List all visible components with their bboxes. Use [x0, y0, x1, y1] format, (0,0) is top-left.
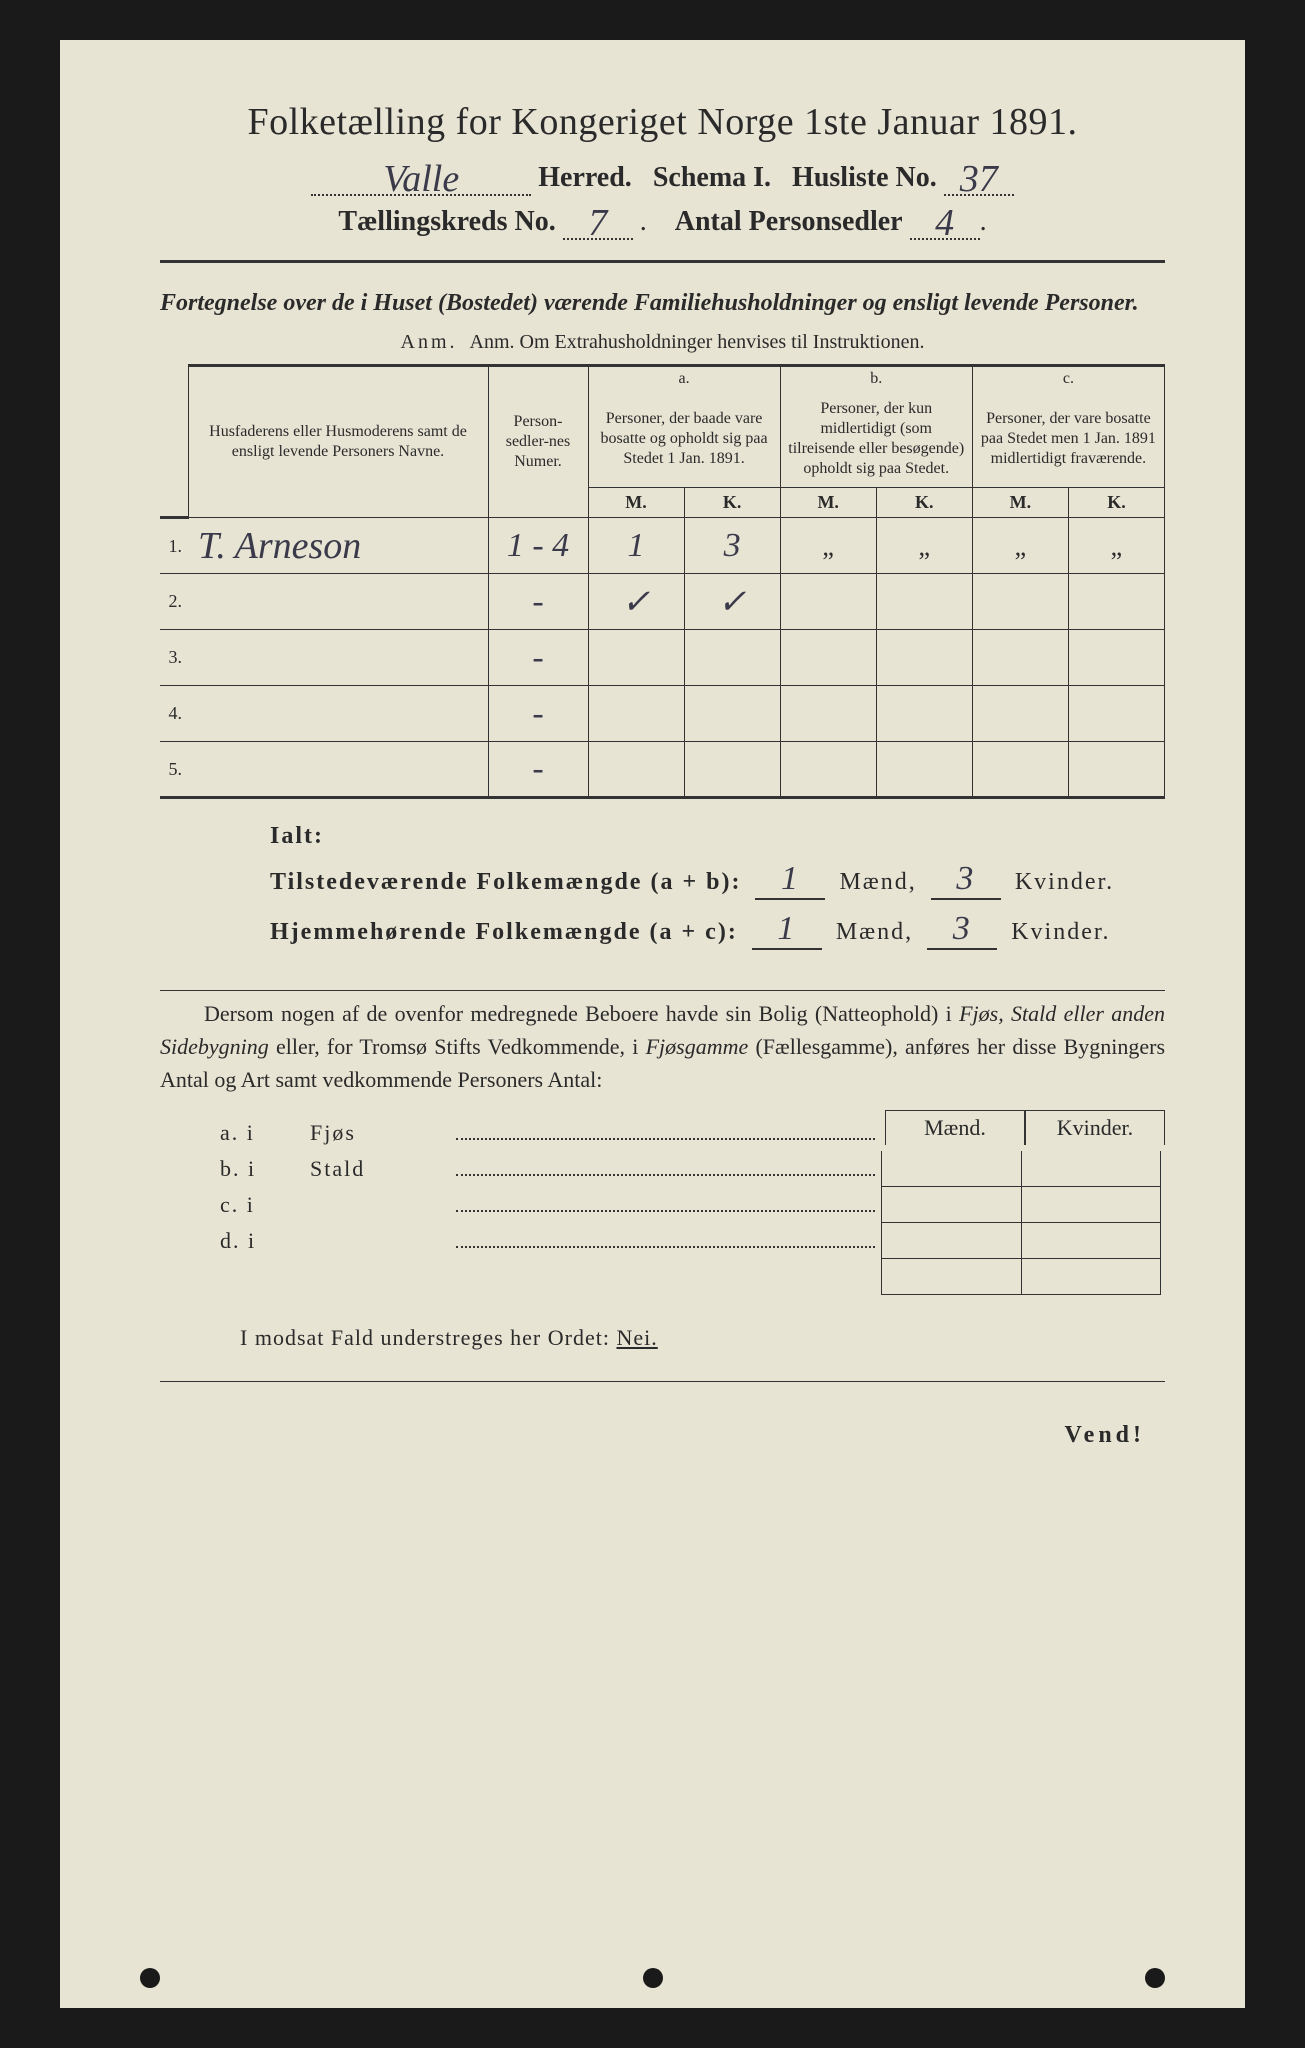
antal-label: Antal Personsedler — [675, 206, 903, 237]
building-row: d. i — [220, 1226, 881, 1254]
table-row: 3.- — [160, 630, 1165, 686]
building-section: a. iFjøs b. iStald c. i d. i Mænd. Kvinder. — [160, 1110, 1165, 1295]
divider — [160, 260, 1165, 263]
building-row: b. iStald — [220, 1154, 881, 1182]
schema-label: Schema I. — [653, 162, 771, 193]
husliste-value: 37 — [960, 164, 998, 194]
herred-label: Herred. — [538, 162, 632, 193]
col-b-label: b. — [780, 366, 972, 392]
header-line-3: Tællingskreds No. 7 . Antal Personsedler… — [160, 206, 1165, 240]
col-c-label: c. — [972, 366, 1164, 392]
divider-thin — [160, 990, 1165, 991]
husliste-label: Husliste No. — [792, 162, 937, 193]
census-table: Husfaderens eller Husmoderens samt de en… — [160, 364, 1165, 799]
anm-note: Anm. Anm. Om Extrahusholdninger henvises… — [160, 331, 1165, 354]
col-numer: Person-sedler-nes Numer. — [488, 366, 588, 518]
mk-header: Mænd. Kvinder. — [881, 1110, 1165, 1145]
subtitle: Fortegnelse over de i Huset (Bostedet) v… — [160, 287, 1165, 319]
ialt-label: Ialt: — [270, 823, 1165, 850]
vend-label: Vend! — [160, 1422, 1165, 1449]
punch-hole — [140, 1968, 160, 1988]
modsat-line: I modsat Fald understreges her Ordet: Ne… — [240, 1325, 1165, 1351]
header-line-2: Valle Herred. Schema I. Husliste No. 37 — [160, 162, 1165, 196]
mk-k: K. — [684, 488, 780, 518]
totals-row-1: Tilstedeværende Folkemængde (a + b): 1 M… — [270, 860, 1165, 900]
col-a: Personer, der baade vare bosatte og opho… — [588, 391, 780, 488]
totals-block: Ialt: Tilstedeværende Folkemængde (a + b… — [270, 823, 1165, 950]
punch-hole — [1145, 1968, 1165, 1988]
census-form-page: Folketælling for Kongeriget Norge 1ste J… — [60, 40, 1245, 2008]
page-title: Folketælling for Kongeriget Norge 1ste J… — [160, 100, 1165, 144]
punch-hole — [643, 1968, 663, 1988]
divider-bottom — [160, 1381, 1165, 1382]
col-a-label: a. — [588, 366, 780, 392]
table-row: 1.T. Arneson1 - 413„„„„ — [160, 518, 1165, 574]
table-row: 4.- — [160, 686, 1165, 742]
table-row: 2.-✓✓ — [160, 574, 1165, 630]
building-row: c. i — [220, 1190, 881, 1218]
col-b: Personer, der kun midlertidigt (som tilr… — [780, 391, 972, 488]
kreds-label: Tællingskreds No. — [338, 206, 555, 237]
col-name: Husfaderens eller Husmoderens samt de en… — [188, 366, 488, 518]
antal-value: 4 — [935, 208, 954, 238]
herred-value: Valle — [383, 164, 459, 194]
kreds-value: 7 — [588, 208, 607, 238]
col-c: Personer, der vare bosatte paa Stedet me… — [972, 391, 1164, 488]
totals-row-2: Hjemmehørende Folkemængde (a + c): 1 Mæn… — [270, 910, 1165, 950]
building-paragraph: Dersom nogen af de ovenfor medregnede Be… — [160, 997, 1165, 1096]
building-row: a. iFjøs — [220, 1118, 881, 1146]
row-name: T. Arneson — [198, 531, 361, 561]
table-row: 5.- — [160, 742, 1165, 798]
mk-m: M. — [588, 488, 684, 518]
